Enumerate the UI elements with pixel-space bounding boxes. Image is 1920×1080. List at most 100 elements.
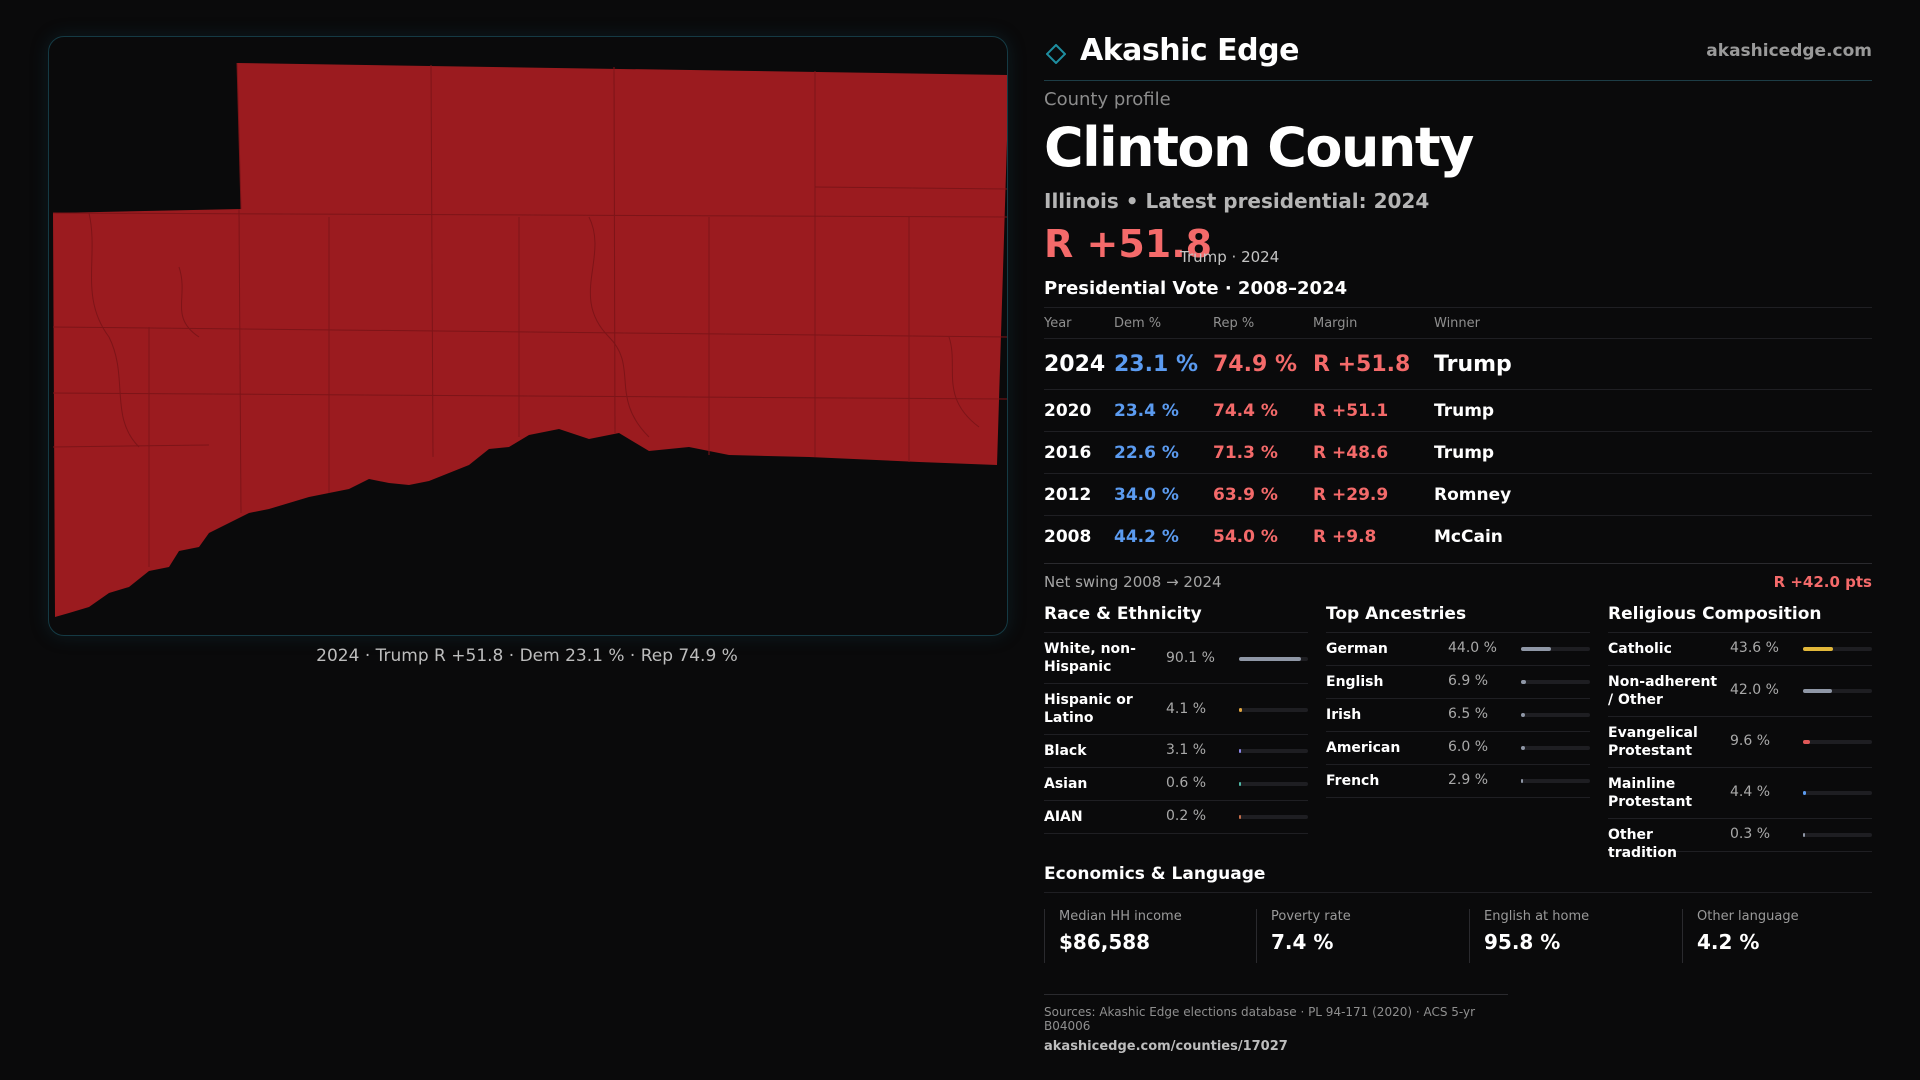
net-swing: Net swing 2008 → 2024 R +42.0 pts [1044, 563, 1872, 600]
list-item: Black 3.1 % [1044, 735, 1308, 768]
net-swing-label: Net swing 2008 → 2024 [1044, 573, 1222, 591]
ancestry-value: 6.9 % [1448, 673, 1489, 689]
ancestry-label: German [1326, 641, 1388, 657]
stat-card: Other language 4.2 % [1682, 909, 1799, 963]
race-bar-fill [1239, 815, 1242, 819]
sources-link[interactable]: akashicedge.com/counties/17027 [1044, 1039, 1288, 1054]
religion-bar-fill [1803, 833, 1806, 837]
religion-label: Other tradition [1608, 827, 1677, 861]
race-label: AIAN [1044, 809, 1083, 825]
list-item: American 6.0 % [1326, 732, 1590, 765]
religion-label: Catholic [1608, 641, 1672, 657]
brand-url[interactable]: akashicedge.com [1706, 41, 1872, 61]
race-value: 0.2 % [1166, 808, 1207, 824]
winner-cell: Trump [1434, 442, 1495, 463]
race-bar-fill [1239, 749, 1242, 753]
race-bar-fill [1239, 782, 1242, 786]
economics-title: Economics & Language [1044, 864, 1266, 884]
rep-cell: 54.0 % [1213, 526, 1278, 547]
list-item: Mainline Protestant 4.4 % [1608, 768, 1872, 819]
year-cell: 2008 [1044, 526, 1092, 547]
year-cell: 2012 [1044, 484, 1092, 505]
rep-cell: 63.9 % [1213, 484, 1278, 505]
economics-cards: Median HH income $86,588 Poverty rate 7.… [1044, 892, 1872, 965]
race-label: White, non-Hispanic [1044, 641, 1136, 675]
religion-bar [1803, 647, 1872, 651]
vote-table: Year Dem % Rep % Margin Winner 2024 23.1… [1044, 307, 1872, 557]
religion-value: 42.0 % [1730, 682, 1779, 698]
county-shape [53, 63, 1007, 617]
ancestry-label: American [1326, 740, 1401, 756]
rep-cell: 74.4 % [1213, 400, 1278, 421]
religion-label: Mainline Protestant [1608, 776, 1693, 810]
county-map[interactable] [48, 36, 1008, 636]
race-ethnicity-title: Race & Ethnicity [1044, 602, 1308, 633]
race-bar [1239, 815, 1308, 819]
ancestry-bar [1521, 746, 1590, 750]
ancestry-value: 2.9 % [1448, 772, 1489, 788]
race-label: Hispanic or Latino [1044, 692, 1133, 726]
religion-bar-fill [1803, 689, 1832, 693]
list-item: Asian 0.6 % [1044, 768, 1308, 801]
winner-cell: Trump [1434, 400, 1495, 421]
stat-value: 7.4 % [1271, 930, 1334, 954]
race-bar [1239, 749, 1308, 753]
religion-title: Religious Composition [1608, 602, 1872, 633]
ancestry-bar-fill [1521, 713, 1526, 717]
page-title: Clinton County [1044, 116, 1474, 179]
ancestry-bar [1521, 713, 1590, 717]
race-bar [1239, 782, 1308, 786]
religion-bar-fill [1803, 740, 1810, 744]
profile-label: County profile [1044, 89, 1171, 110]
net-swing-value: R +42.0 pts [1773, 573, 1872, 591]
year-cell: 2016 [1044, 442, 1092, 463]
race-label: Asian [1044, 776, 1088, 792]
dem-cell: 34.0 % [1114, 484, 1179, 505]
latest-margin-note: Trump · 2024 [1180, 248, 1280, 266]
table-row: 2016 22.6 % 71.3 % R +48.6 Trump [1044, 431, 1872, 473]
race-value: 3.1 % [1166, 742, 1207, 758]
religion-value: 43.6 % [1730, 640, 1779, 656]
stat-card: English at home 95.8 % [1469, 909, 1589, 963]
table-header-row: Year Dem % Rep % Margin Winner [1044, 307, 1872, 338]
stat-label: English at home [1484, 909, 1590, 924]
col-header-winner: Winner [1434, 315, 1481, 331]
religion-bar [1803, 833, 1872, 837]
col-header-margin: Margin [1313, 315, 1358, 331]
stat-card: Poverty rate 7.4 % [1256, 909, 1351, 963]
table-row: 2024 23.1 % 74.9 % R +51.8 Trump [1044, 338, 1872, 389]
religion-bar [1803, 791, 1872, 795]
list-item: Irish 6.5 % [1326, 699, 1590, 732]
map-caption: 2024 · Trump R +51.8 · Dem 23.1 % · Rep … [316, 646, 738, 666]
brand-name[interactable]: Akashic Edge [1080, 33, 1299, 68]
dem-cell: 44.2 % [1114, 526, 1179, 547]
ancestry-bar [1521, 779, 1590, 783]
stat-label: Median HH income [1059, 909, 1182, 924]
margin-cell: R +51.8 [1313, 351, 1411, 377]
page-subtitle: Illinois • Latest presidential: 2024 [1044, 189, 1430, 213]
religion-label: Non-adherent / Other [1608, 674, 1718, 708]
ancestry-bar [1521, 680, 1590, 684]
dem-cell: 23.1 % [1114, 351, 1198, 377]
religion-bar-fill [1803, 791, 1807, 795]
stat-label: Other language [1697, 909, 1799, 924]
race-bar-fill [1239, 708, 1242, 712]
ancestry-bar-fill [1521, 779, 1524, 783]
list-item: Hispanic or Latino 4.1 % [1044, 684, 1308, 735]
religion-bar-fill [1803, 647, 1834, 651]
race-bar [1239, 657, 1308, 661]
religion-value: 0.3 % [1730, 826, 1771, 842]
list-item: Evangelical Protestant 9.6 % [1608, 717, 1872, 768]
table-row: 2008 44.2 % 54.0 % R +9.8 McCain [1044, 515, 1872, 557]
dem-cell: 22.6 % [1114, 442, 1179, 463]
rep-cell: 74.9 % [1213, 351, 1297, 377]
township-lines [52, 62, 1007, 567]
list-item: White, non-Hispanic 90.1 % [1044, 633, 1308, 684]
stat-value: $86,588 [1059, 930, 1151, 954]
list-item: English 6.9 % [1326, 666, 1590, 699]
race-value: 4.1 % [1166, 701, 1207, 717]
ancestries-title: Top Ancestries [1326, 602, 1590, 633]
ancestry-bar [1521, 647, 1590, 651]
list-item: German 44.0 % [1326, 633, 1590, 666]
vote-table-title: Presidential Vote · 2008–2024 [1044, 278, 1348, 299]
